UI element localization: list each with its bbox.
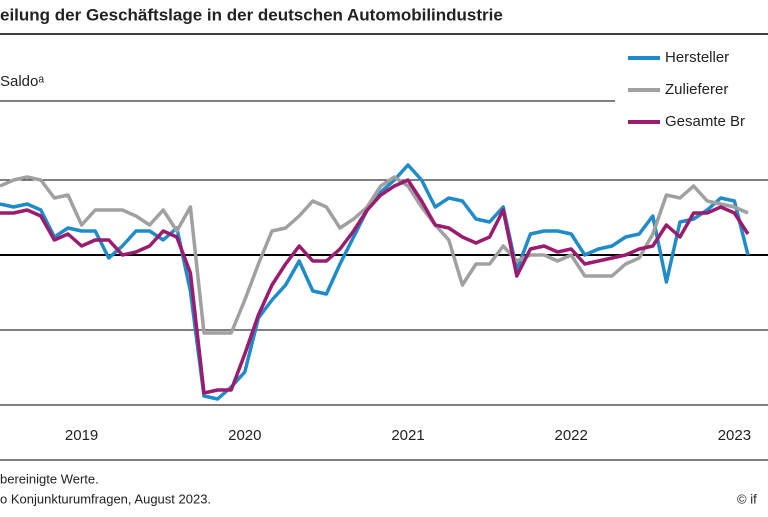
series-line (0, 175, 749, 335)
x-tick-label: 2023 (718, 427, 751, 444)
x-tick-label: 2021 (391, 427, 424, 444)
x-tick-label: 2022 (555, 427, 588, 444)
footnote: o Konjunkturumfragen, August 2023. (0, 491, 211, 506)
chart-title: eilung der Geschäftslage in der deutsche… (0, 5, 503, 24)
subtitle: Saldoᵃ (0, 73, 44, 90)
legend-label: Hersteller (665, 49, 729, 66)
source: © if (737, 491, 757, 506)
x-tick-label: 2019 (65, 427, 98, 444)
series-line (0, 178, 750, 395)
legend-label: Gesamte Br (665, 113, 745, 130)
legend-label: Zulieferer (665, 81, 728, 98)
x-tick-label: 2020 (228, 427, 261, 444)
footnote: bereinigte Werte. (0, 471, 99, 486)
